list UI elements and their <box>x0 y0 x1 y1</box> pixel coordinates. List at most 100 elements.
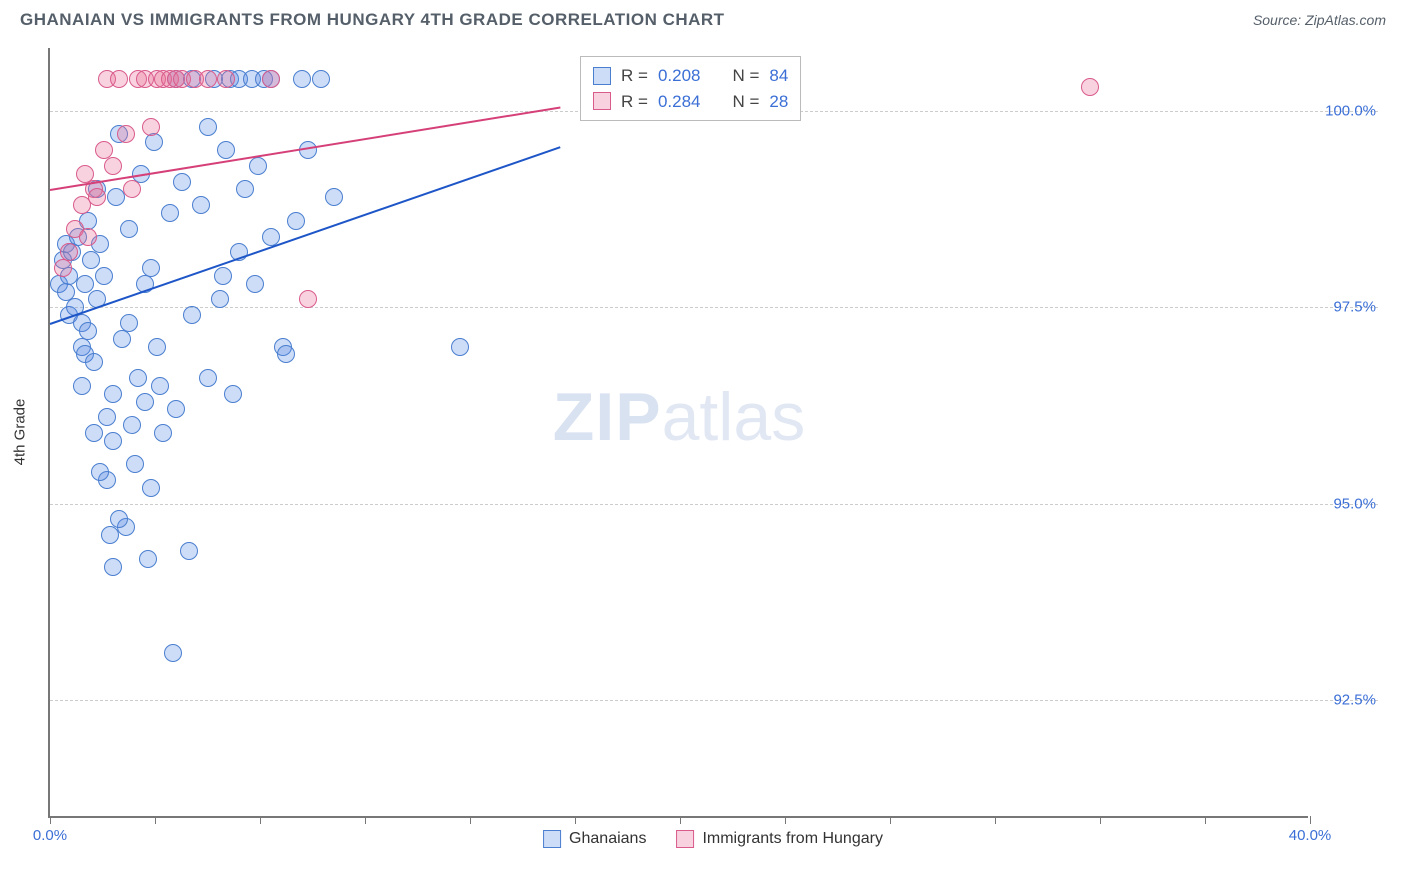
plot-wrapper: 4th Grade ZIPatlas 92.5%95.0%97.5%100.0%… <box>48 48 1378 818</box>
data-point-ghanaians <box>123 416 141 434</box>
data-point-ghanaians <box>173 173 191 191</box>
data-point-hungary <box>117 125 135 143</box>
data-point-ghanaians <box>148 338 166 356</box>
data-point-ghanaians <box>79 322 97 340</box>
data-point-ghanaians <box>142 479 160 497</box>
gridline-h <box>50 504 1378 505</box>
n-value: 28 <box>769 89 788 115</box>
legend: Ghanaians Immigrants from Hungary <box>543 830 883 848</box>
y-tick-label: 95.0% <box>1333 495 1376 512</box>
x-tick <box>365 816 366 824</box>
data-point-ghanaians <box>293 70 311 88</box>
x-tick-label: 40.0% <box>1289 827 1332 844</box>
data-point-ghanaians <box>277 345 295 363</box>
data-point-ghanaians <box>211 290 229 308</box>
data-point-hungary <box>199 70 217 88</box>
x-tick <box>680 816 681 824</box>
data-point-hungary <box>88 188 106 206</box>
data-point-ghanaians <box>73 377 91 395</box>
data-point-hungary <box>54 259 72 277</box>
plot-area: 4th Grade ZIPatlas 92.5%95.0%97.5%100.0%… <box>48 48 1308 818</box>
gridline-h <box>50 700 1378 701</box>
watermark-atlas: atlas <box>662 379 806 455</box>
x-tick <box>50 816 51 824</box>
data-point-ghanaians <box>246 275 264 293</box>
data-point-ghanaians <box>451 338 469 356</box>
data-point-ghanaians <box>98 408 116 426</box>
stats-row-ghanaians: R = 0.208 N = 84 <box>593 63 788 89</box>
data-point-ghanaians <box>110 510 128 528</box>
data-point-ghanaians <box>167 400 185 418</box>
data-point-hungary <box>104 157 122 175</box>
watermark-zip: ZIP <box>553 379 662 455</box>
legend-label: Immigrants from Hungary <box>702 830 883 848</box>
data-point-ghanaians <box>120 314 138 332</box>
r-value: 0.284 <box>658 89 701 115</box>
data-point-ghanaians <box>85 353 103 371</box>
x-tick <box>470 816 471 824</box>
data-point-ghanaians <box>154 424 172 442</box>
source-label: Source: <box>1253 12 1301 28</box>
data-point-hungary <box>60 243 78 261</box>
data-point-ghanaians <box>151 377 169 395</box>
legend-item-ghanaians: Ghanaians <box>543 830 646 848</box>
r-label: R = <box>621 63 648 89</box>
x-tick-label: 0.0% <box>33 827 67 844</box>
y-tick-label: 100.0% <box>1325 102 1376 119</box>
r-value: 0.208 <box>658 63 701 89</box>
data-point-ghanaians <box>139 550 157 568</box>
x-tick <box>1310 816 1311 824</box>
x-tick <box>995 816 996 824</box>
data-point-ghanaians <box>214 267 232 285</box>
n-label: N = <box>732 89 759 115</box>
data-point-ghanaians <box>76 275 94 293</box>
data-point-ghanaians <box>95 267 113 285</box>
chart-header: GHANAIAN VS IMMIGRANTS FROM HUNGARY 4TH … <box>0 0 1406 36</box>
source-name: ZipAtlas.com <box>1305 12 1386 28</box>
data-point-ghanaians <box>217 141 235 159</box>
data-point-ghanaians <box>224 385 242 403</box>
data-point-ghanaians <box>249 157 267 175</box>
stats-box: R = 0.208 N = 84 R = 0.284 N = 28 <box>580 56 801 121</box>
legend-swatch-hungary <box>676 830 694 848</box>
x-tick <box>1205 816 1206 824</box>
stats-row-hungary: R = 0.284 N = 28 <box>593 89 788 115</box>
x-tick <box>260 816 261 824</box>
data-point-ghanaians <box>104 558 122 576</box>
x-tick <box>575 816 576 824</box>
data-point-ghanaians <box>142 259 160 277</box>
x-tick <box>155 816 156 824</box>
n-value: 84 <box>769 63 788 89</box>
data-point-ghanaians <box>120 220 138 238</box>
data-point-ghanaians <box>199 118 217 136</box>
data-point-hungary <box>262 70 280 88</box>
data-point-hungary <box>79 228 97 246</box>
data-point-ghanaians <box>104 432 122 450</box>
watermark: ZIPatlas <box>553 378 805 456</box>
data-point-hungary <box>123 180 141 198</box>
legend-item-hungary: Immigrants from Hungary <box>676 830 883 848</box>
data-point-ghanaians <box>129 369 147 387</box>
data-point-ghanaians <box>236 180 254 198</box>
data-point-ghanaians <box>192 196 210 214</box>
data-point-ghanaians <box>91 463 109 481</box>
source-attribution: Source: ZipAtlas.com <box>1253 12 1386 28</box>
data-point-ghanaians <box>145 133 163 151</box>
r-label: R = <box>621 89 648 115</box>
data-point-hungary <box>299 290 317 308</box>
swatch-ghanaians <box>593 67 611 85</box>
legend-swatch-ghanaians <box>543 830 561 848</box>
trend-line-hungary <box>50 107 561 191</box>
data-point-hungary <box>110 70 128 88</box>
x-tick <box>1100 816 1101 824</box>
data-point-ghanaians <box>312 70 330 88</box>
n-label: N = <box>732 63 759 89</box>
data-point-ghanaians <box>164 644 182 662</box>
data-point-ghanaians <box>104 385 122 403</box>
data-point-ghanaians <box>126 455 144 473</box>
data-point-hungary <box>142 118 160 136</box>
data-point-ghanaians <box>180 542 198 560</box>
y-tick-label: 92.5% <box>1333 692 1376 709</box>
data-point-ghanaians <box>82 251 100 269</box>
y-axis-title: 4th Grade <box>12 399 29 466</box>
